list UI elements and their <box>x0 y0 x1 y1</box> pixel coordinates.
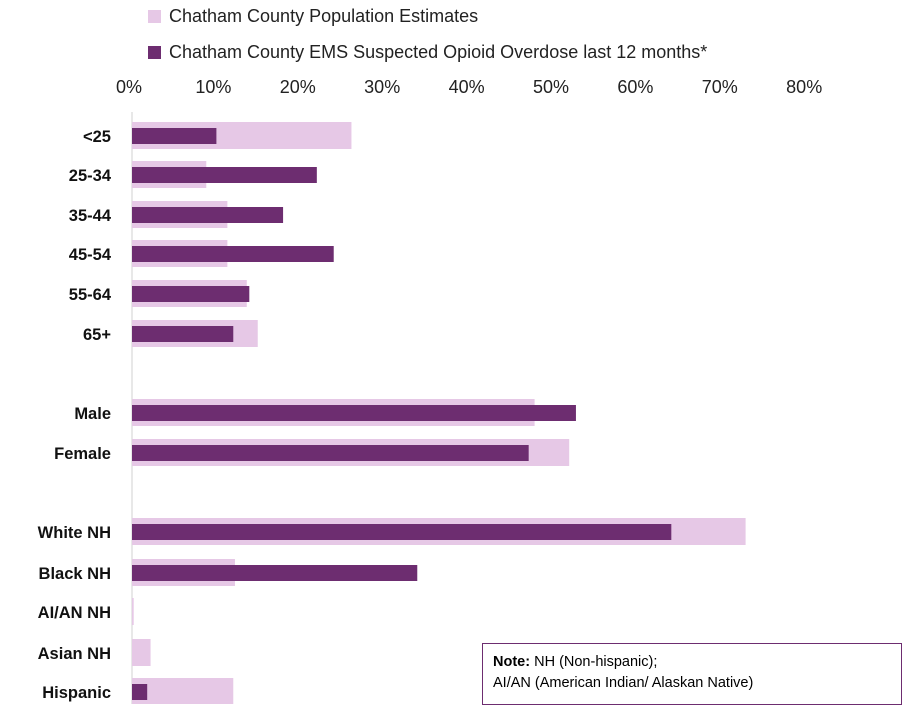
ems-bar <box>132 326 234 342</box>
category-label: Asian NH <box>38 645 111 663</box>
population-bar <box>132 598 134 625</box>
x-tick-label: 20% <box>280 77 316 97</box>
x-tick-label: 10% <box>195 77 231 97</box>
population-bar <box>132 678 234 704</box>
ems-bar <box>132 405 576 421</box>
legend-item-population: Chatham County Population Estimates <box>148 6 478 27</box>
x-tick-label: 70% <box>702 77 738 97</box>
category-label: White NH <box>38 524 111 542</box>
population-bar <box>132 639 151 666</box>
category-label: 55-64 <box>69 286 112 304</box>
ems-bar <box>132 684 148 700</box>
x-tick-label: 50% <box>533 77 569 97</box>
x-tick-label: 80% <box>786 77 822 97</box>
ems-bar <box>132 246 334 262</box>
x-tick-label: 40% <box>449 77 485 97</box>
note-box: Note: NH (Non-hispanic); AI/AN (American… <box>482 643 902 705</box>
ems-bar <box>132 524 672 540</box>
x-tick-label: 30% <box>364 77 400 97</box>
ems-bar <box>132 565 418 581</box>
category-label: Male <box>74 405 111 423</box>
category-label: 65+ <box>83 326 111 344</box>
category-label: Hispanic <box>42 684 111 702</box>
category-label: Black NH <box>39 565 111 583</box>
note-bold-label: Note: <box>493 654 531 670</box>
ems-bar <box>132 286 250 302</box>
x-tick-label: 0% <box>116 77 142 97</box>
category-label: <25 <box>83 128 111 146</box>
legend-label-ems: Chatham County EMS Suspected Opioid Over… <box>169 42 708 62</box>
x-tick-label: 60% <box>617 77 653 97</box>
category-label: 45-54 <box>69 246 112 264</box>
note-line2: AI/AN (American Indian/ Alaskan Native) <box>493 675 754 691</box>
category-label: 25-34 <box>69 167 112 185</box>
legend-item-ems: Chatham County EMS Suspected Opioid Over… <box>148 42 707 63</box>
category-label: Female <box>54 445 111 463</box>
ems-bar <box>132 167 317 183</box>
legend-label-population: Chatham County Population Estimates <box>169 6 479 26</box>
ems-bar <box>132 445 529 461</box>
ems-bar <box>132 207 284 223</box>
category-label: AI/AN NH <box>38 604 111 622</box>
note-line1: NH (Non-hispanic); <box>530 654 658 670</box>
category-label: 35-44 <box>69 207 112 225</box>
ems-swatch <box>148 46 161 59</box>
ems-bar <box>132 128 217 144</box>
population-swatch <box>148 10 161 23</box>
